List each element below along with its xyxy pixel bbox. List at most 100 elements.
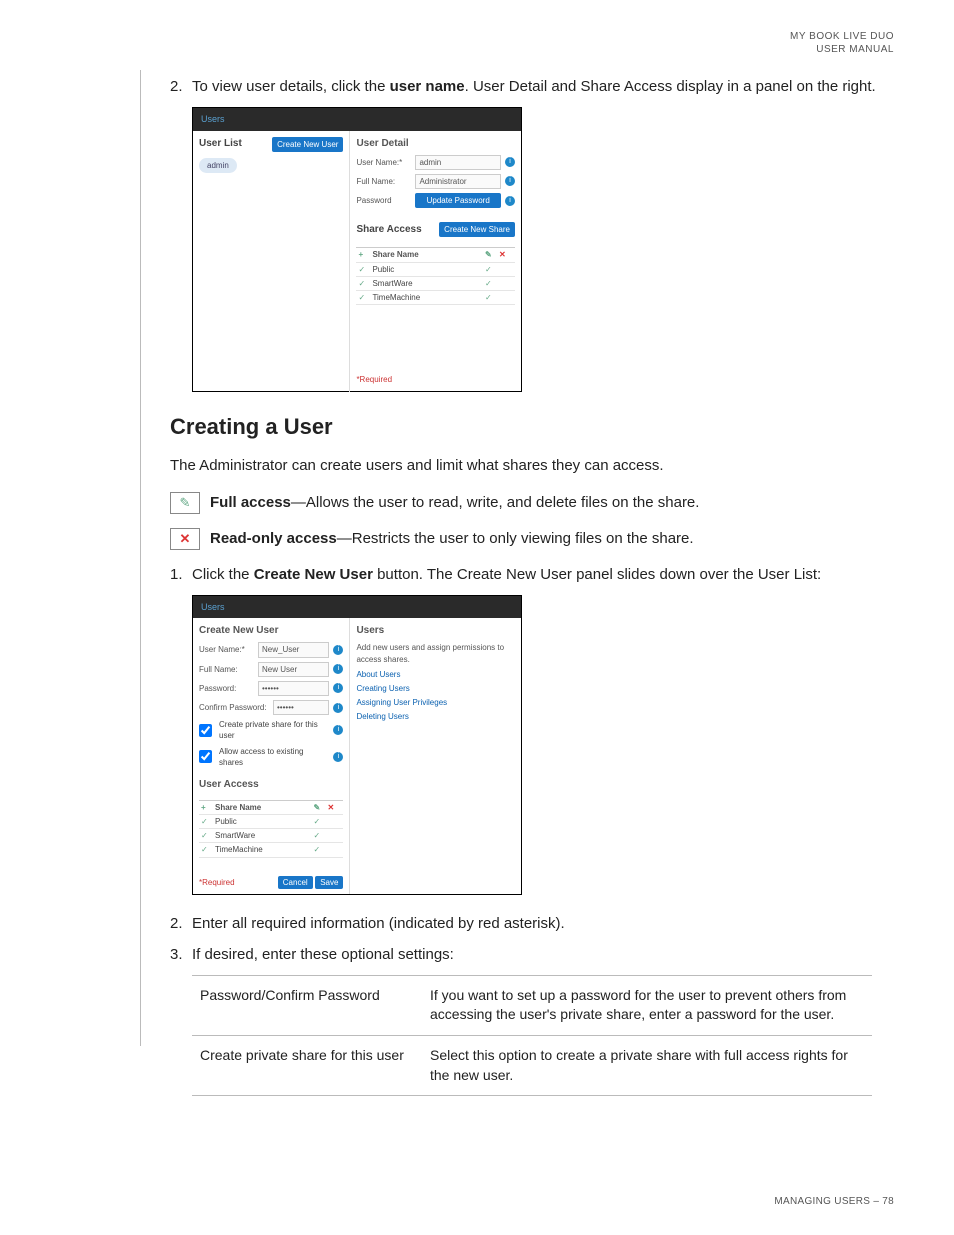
step-1-pre: Click the	[192, 566, 254, 583]
full-access-line: ✎ Full access—Allows the user to read, w…	[170, 492, 894, 514]
info-icon[interactable]: i	[505, 176, 515, 186]
info-icon[interactable]: i	[333, 752, 343, 762]
page-header: MY BOOK LIVE DUO USER MANUAL	[140, 30, 894, 56]
s2-password-input[interactable]: ••••••	[258, 681, 329, 696]
share-row[interactable]: SmartWare	[372, 278, 485, 289]
info-icon[interactable]: i	[333, 725, 343, 735]
info-icon[interactable]: i	[505, 157, 515, 167]
shot1-left: User List Create New User admin	[193, 131, 350, 392]
s2-required-note: *Required	[199, 877, 235, 888]
fullname-label: Full Name:	[356, 176, 411, 187]
section-heading: Creating a User	[170, 412, 894, 443]
full-access-label: Full access	[210, 494, 291, 511]
username-value: admin	[415, 155, 501, 170]
password-label: Password	[356, 195, 411, 206]
update-password-button[interactable]: Update Password	[415, 193, 501, 208]
create-new-share-button[interactable]: Create New Share	[439, 222, 515, 237]
share-table: +Share Name✎✕ ✓Public✓ ✓SmartWare✓ ✓Time…	[356, 247, 515, 305]
opt-r1c1: Password/Confirm Password	[192, 975, 422, 1035]
cancel-button[interactable]: Cancel	[278, 876, 313, 889]
s2-password-label: Password:	[199, 683, 254, 694]
cb1-label: Create private share for this user	[219, 719, 329, 741]
step-2b-num: 2.	[170, 913, 192, 934]
read-only-label: Read-only access	[210, 530, 337, 547]
header-line1: MY BOOK LIVE DUO	[140, 30, 894, 43]
s2-confirm-input[interactable]: ••••••	[273, 700, 329, 715]
step-3: 3. If desired, enter these optional sett…	[170, 944, 894, 965]
x-icon: ✕	[180, 530, 191, 548]
shot2-tab: Users	[193, 596, 521, 619]
admin-user-pill[interactable]: admin	[199, 158, 237, 173]
read-only-text: —Restricts the user to only viewing file…	[337, 530, 694, 547]
x-icon-box: ✕	[170, 528, 200, 550]
s2-username-input[interactable]: New_User	[258, 642, 329, 657]
shot2-left: Create New User User Name:*New_Useri Ful…	[193, 618, 350, 894]
s2-username-label: User Name:*	[199, 644, 254, 655]
step-2-pre: To view user details, click the	[192, 78, 390, 95]
screenshot-user-detail: Users User List Create New User admin Us…	[192, 107, 522, 392]
info-icon[interactable]: i	[333, 645, 343, 655]
info-icon[interactable]: i	[333, 683, 343, 693]
create-new-user-title: Create New User	[199, 624, 343, 638]
share-row[interactable]: Public	[372, 264, 485, 275]
cb2-label: Allow access to existing shares	[219, 746, 329, 768]
step-1-post: button. The Create New User panel slides…	[373, 566, 821, 583]
shot2-right: Users Add new users and assign permissio…	[350, 618, 521, 894]
info-icon[interactable]: i	[333, 703, 343, 713]
pencil-icon: ✎	[313, 802, 327, 813]
save-button[interactable]: Save	[315, 876, 343, 889]
help-link[interactable]: About Users	[356, 669, 515, 680]
cb-private-share[interactable]	[199, 724, 212, 737]
users-help-title: Users	[356, 624, 515, 638]
shot1-tab: Users	[193, 108, 521, 131]
table-row: Create private share for this user Selec…	[192, 1035, 872, 1095]
step-3-body: If desired, enter these optional setting…	[192, 944, 894, 965]
opt-r2c1: Create private share for this user	[192, 1035, 422, 1095]
s2-fullname-input[interactable]: New User	[258, 662, 329, 677]
required-note: *Required	[356, 366, 515, 385]
header-line2: USER MANUAL	[140, 43, 894, 56]
x-icon: ✕	[499, 249, 513, 260]
table-row: Password/Confirm Password If you want to…	[192, 975, 872, 1035]
user-detail-title: User Detail	[356, 137, 515, 151]
users-help-text: Add new users and assign permissions to …	[356, 642, 515, 664]
x-icon: ✕	[327, 802, 341, 813]
s2-confirm-label: Confirm Password:	[199, 702, 269, 713]
read-only-line: ✕ Read-only access—Restricts the user to…	[170, 528, 894, 550]
ua-row[interactable]: SmartWare	[215, 830, 313, 841]
help-link[interactable]: Creating Users	[356, 683, 515, 694]
opt-r1c2: If you want to set up a password for the…	[422, 975, 872, 1035]
create-new-user-button[interactable]: Create New User	[272, 137, 343, 152]
info-icon[interactable]: i	[505, 196, 515, 206]
page-footer: MANAGING USERS – 78	[774, 1196, 894, 1207]
pencil-icon-box: ✎	[170, 492, 200, 514]
opt-r2c2: Select this option to create a private s…	[422, 1035, 872, 1095]
step-1-body: Click the Create New User button. The Cr…	[192, 564, 894, 585]
cb-allow-access[interactable]	[199, 750, 212, 763]
userlist-title: User List	[199, 137, 242, 151]
shot1-right: User Detail User Name:* admin i Full Nam…	[350, 131, 521, 392]
step-2-post: . User Detail and Share Access display i…	[465, 78, 876, 95]
optional-settings-table: Password/Confirm Password If you want to…	[192, 975, 872, 1096]
step-1-num: 1.	[170, 564, 192, 585]
step-2b-body: Enter all required information (indicate…	[192, 913, 894, 934]
username-label: User Name:*	[356, 157, 411, 168]
step-2b: 2. Enter all required information (indic…	[170, 913, 894, 934]
pencil-icon: ✎	[180, 494, 191, 512]
step-2-num: 2.	[170, 76, 192, 97]
help-link[interactable]: Deleting Users	[356, 711, 515, 722]
ua-row[interactable]: TimeMachine	[215, 844, 313, 855]
info-icon[interactable]: i	[333, 664, 343, 674]
ua-row[interactable]: Public	[215, 816, 313, 827]
share-row[interactable]: TimeMachine	[372, 292, 485, 303]
fullname-value: Administrator	[415, 174, 501, 189]
help-link[interactable]: Assigning User Privileges	[356, 697, 515, 708]
share-col-name: Share Name	[372, 249, 485, 260]
user-access-table: +Share Name✎✕ ✓Public✓ ✓SmartWare✓ ✓Time…	[199, 800, 343, 858]
step-1: 1. Click the Create New User button. The…	[170, 564, 894, 585]
full-access-text: —Allows the user to read, write, and del…	[291, 494, 700, 511]
step-3-num: 3.	[170, 944, 192, 965]
screenshot-create-user: Users Create New User User Name:* New_Use…	[192, 595, 522, 895]
pencil-icon: ✎	[485, 249, 499, 260]
share-access-title: Share Access	[356, 223, 421, 237]
